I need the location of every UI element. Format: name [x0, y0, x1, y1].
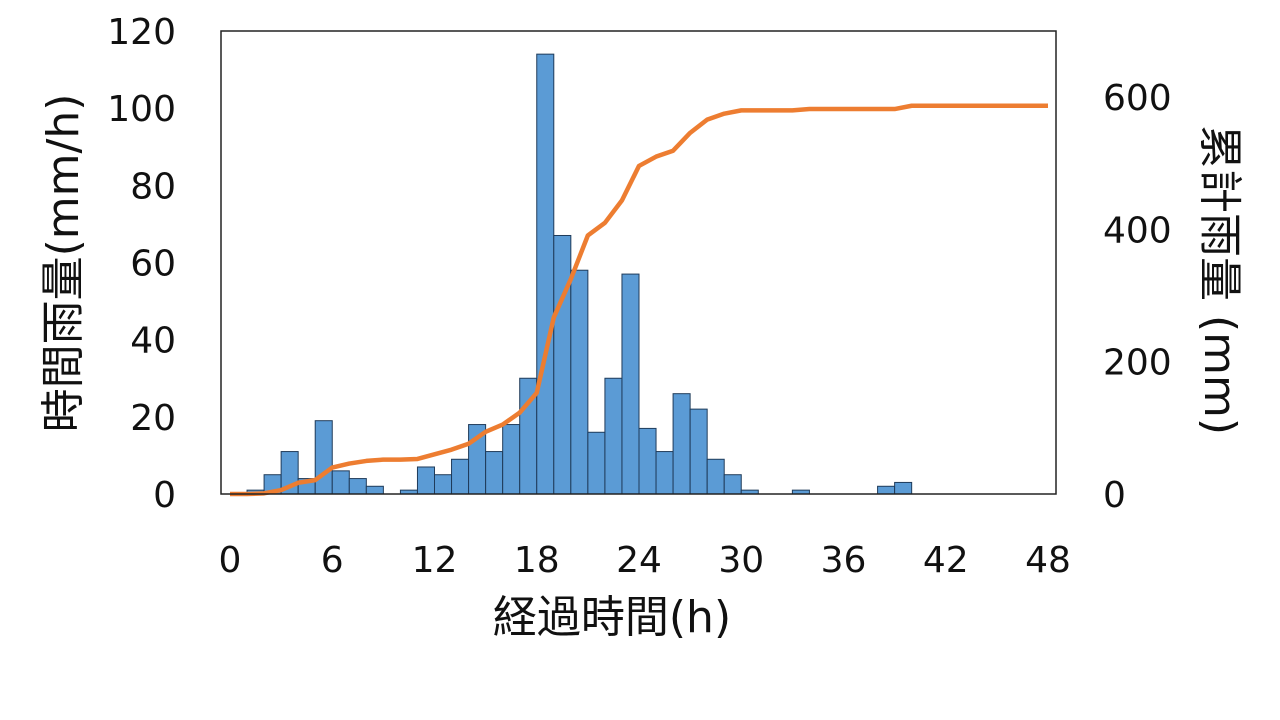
- bar: [331, 470, 350, 495]
- hourly-rainfall-bars: [246, 53, 913, 495]
- x-tick-label: 18: [514, 540, 560, 581]
- y-tick-label: 120: [107, 12, 176, 53]
- x-tick-label: 36: [821, 540, 867, 581]
- y2-tick-label: 0: [1103, 475, 1126, 516]
- y-tick-label: 80: [130, 166, 176, 207]
- x-axis-title: 経過時間(h): [493, 592, 731, 643]
- x-tick-labels: 0 6 12 18 24 30 36 42 48: [219, 540, 1071, 581]
- bar: [604, 377, 623, 495]
- left-y-tick-labels: 0 20 40 60 80 100 120: [107, 12, 176, 516]
- cumulative-rainfall-line-group: [230, 103, 1048, 497]
- y-tick-label: 40: [130, 321, 176, 362]
- x-tick-label: 42: [923, 540, 969, 581]
- y-tick-label: 100: [107, 89, 176, 130]
- bar: [348, 478, 367, 495]
- x-tick-label: 12: [412, 540, 458, 581]
- bar: [877, 485, 896, 495]
- cumulative-rainfall-line: [230, 103, 1048, 497]
- bar: [434, 474, 453, 495]
- right-y-axis-title: 累計雨量 (mm): [1194, 125, 1245, 435]
- bar: [451, 458, 470, 495]
- y-tick-label: 0: [153, 475, 176, 516]
- bar: [655, 451, 674, 495]
- bar: [689, 408, 708, 495]
- bar: [587, 431, 606, 495]
- bar: [536, 53, 555, 495]
- x-tick-label: 6: [321, 540, 344, 581]
- left-y-axis-title: 時間雨量(mm/h): [38, 94, 89, 433]
- bar: [502, 424, 521, 495]
- bar: [553, 234, 572, 495]
- bar: [894, 481, 913, 495]
- bar: [672, 393, 691, 495]
- y2-tick-label: 600: [1103, 78, 1172, 119]
- bar: [365, 485, 384, 495]
- bar: [485, 451, 504, 495]
- right-y-tick-labels: 0 200 400 600: [1103, 78, 1172, 516]
- x-tick-label: 30: [718, 540, 764, 581]
- y2-tick-label: 400: [1103, 210, 1172, 251]
- bar: [706, 458, 725, 495]
- bar: [416, 466, 435, 495]
- y-tick-label: 60: [130, 244, 176, 285]
- y2-tick-label: 200: [1103, 343, 1172, 384]
- plot-frame: [220, 30, 1057, 495]
- bar: [638, 427, 657, 495]
- bar: [621, 273, 640, 495]
- bar: [314, 420, 333, 495]
- y-tick-label: 20: [130, 398, 176, 439]
- x-tick-label: 24: [616, 540, 662, 581]
- bar: [570, 269, 589, 495]
- x-tick-label: 0: [219, 540, 242, 581]
- x-tick-label: 48: [1025, 540, 1071, 581]
- bar: [723, 474, 742, 495]
